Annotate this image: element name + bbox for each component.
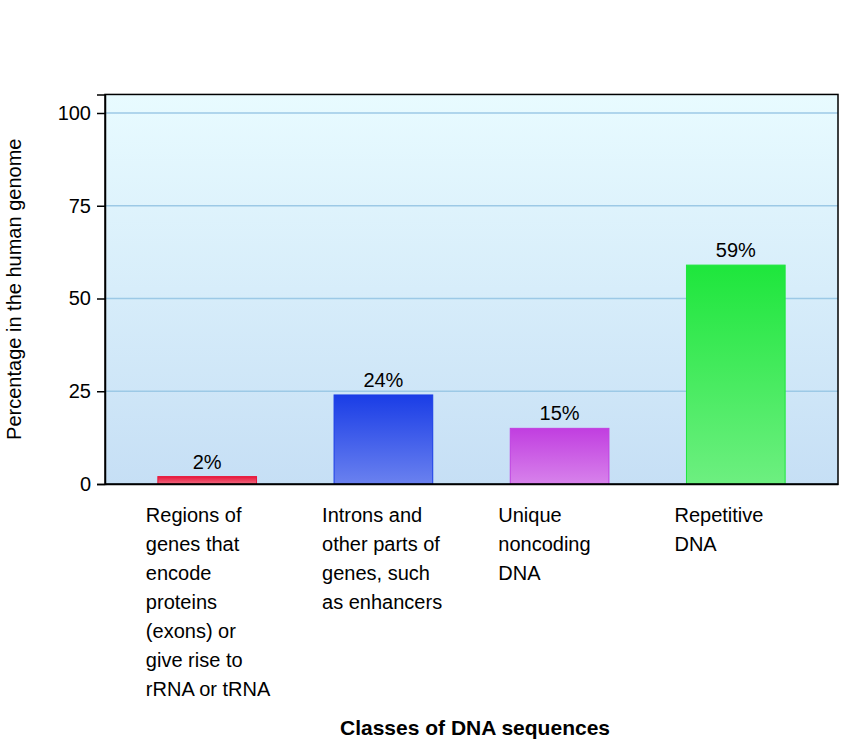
data-labels: 2% 24% 15% 59%: [193, 239, 756, 472]
x-tick: Introns and other parts of genes, such as e…: [322, 484, 442, 613]
y-axis-line: [97, 95, 106, 485]
y-tick-mark: [97, 484, 105, 486]
grid: [105, 113, 838, 484]
x-tick-label-line: Unique: [498, 504, 561, 526]
y-tick-mark: [97, 206, 105, 208]
y-tick-label: 0: [80, 473, 91, 495]
x-tick-label-line: proteins: [146, 591, 217, 613]
x-tick-label-line: DNA: [498, 562, 541, 584]
y-axis-title: Percentage in the human genome: [3, 139, 25, 440]
x-axis: Regions of genes that encode proteins (exons…: [106, 484, 839, 700]
y-tick: 0: [80, 473, 105, 495]
x-tick-label-line: give rise to: [146, 649, 243, 671]
x-axis-line: [106, 484, 839, 486]
y-tick-label: 75: [69, 195, 91, 217]
x-tick-label-line: other parts of: [322, 533, 440, 555]
x-tick-label-line: genes, such: [322, 562, 430, 584]
x-tick-label-line: Repetitive: [674, 504, 763, 526]
data-label: 15%: [540, 402, 580, 424]
y-tick: 100: [58, 102, 105, 124]
x-axis-title: Classes of DNA sequences: [340, 716, 610, 739]
x-tick-label-line: Regions of: [146, 504, 242, 526]
y-tick-label: 25: [69, 380, 91, 402]
y-tick: 75: [69, 195, 105, 217]
y-tick-mark: [97, 391, 105, 393]
x-tick-label: Unique noncoding DNA: [498, 504, 590, 584]
plot-background: [105, 94, 838, 484]
bars: [158, 265, 785, 484]
x-tick-label-line: Introns and: [322, 504, 422, 526]
plot-frame: [105, 94, 838, 484]
chart: 2% 24% 15% 59% 0 25 50 75 100 Regions of genes tha…: [0, 0, 850, 743]
y-axis: 0 25 50 75 100: [58, 95, 106, 495]
bar: [334, 395, 433, 484]
bar: [510, 428, 609, 484]
x-tick-label-line: (exons) or: [146, 620, 236, 642]
data-label: 59%: [716, 239, 756, 261]
x-tick: Unique noncoding DNA: [498, 484, 590, 584]
x-tick-label-line: genes that: [146, 533, 240, 555]
x-tick: Repetitive DNA: [674, 484, 763, 555]
x-tick-label-line: encode: [146, 562, 212, 584]
x-tick-label: Regions of genes that encode proteins (exons…: [146, 504, 271, 700]
data-label: 2%: [193, 451, 222, 473]
y-tick: 50: [69, 287, 105, 309]
data-label: 24%: [363, 369, 403, 391]
x-tick-label-line: rRNA or tRNA: [146, 678, 271, 700]
y-tick-mark: [97, 298, 105, 300]
bar: [158, 477, 257, 484]
x-tick-label-line: as enhancers: [322, 591, 442, 613]
x-tick: Regions of genes that encode proteins (exons…: [146, 484, 271, 700]
bar: [686, 265, 785, 484]
y-tick: 25: [69, 380, 105, 402]
y-tick-mark: [97, 113, 105, 115]
x-tick-label-line: DNA: [674, 533, 717, 555]
y-tick-label: 100: [58, 102, 91, 124]
x-tick-label: Repetitive DNA: [674, 504, 763, 555]
x-tick-label-line: noncoding: [498, 533, 590, 555]
x-tick-label: Introns and other parts of genes, such as e…: [322, 504, 442, 613]
grid-line: [105, 205, 838, 207]
y-tick-label: 50: [69, 287, 91, 309]
grid-line: [105, 112, 838, 114]
